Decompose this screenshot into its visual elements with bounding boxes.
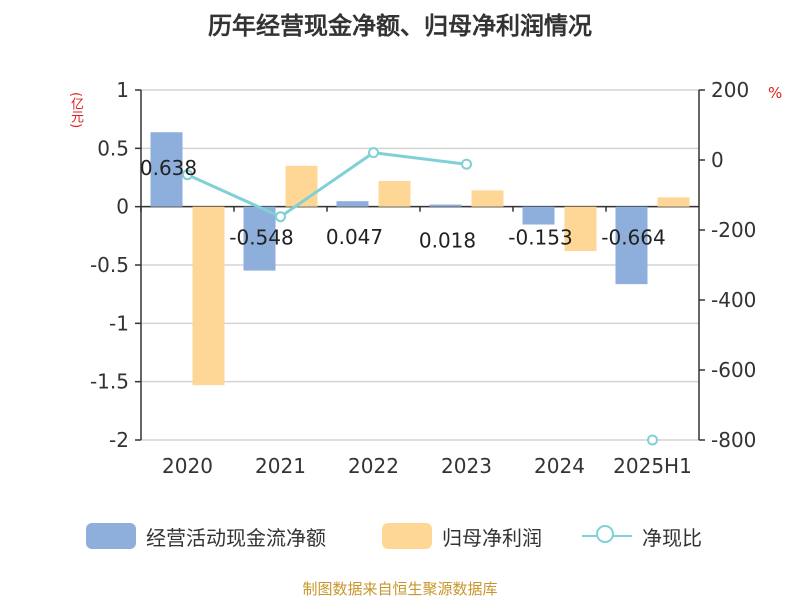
bar-profit — [192, 206, 225, 386]
legend-swatch-cash — [86, 523, 136, 549]
bar-profit — [378, 181, 411, 207]
x-tick-label: 2020 — [162, 454, 213, 478]
ratio-point — [461, 158, 472, 170]
bar-cash — [615, 206, 648, 285]
data-label-cash: -0.153 — [508, 226, 572, 250]
ratio-point — [182, 169, 193, 181]
ratio-point — [368, 147, 379, 159]
left-tick-label: -1 — [109, 311, 129, 335]
left-tick-label: 1 — [116, 78, 129, 102]
ratio-point — [647, 434, 658, 446]
legend-swatch-profit — [382, 523, 432, 549]
ratio-line-segment — [373, 151, 467, 166]
bar-profit — [564, 206, 597, 251]
x-tick-label: 2022 — [348, 454, 399, 478]
legend-label-profit: 归母净利润 — [442, 525, 542, 550]
left-tick-label: -0.5 — [90, 253, 129, 277]
x-tick-label: 2021 — [255, 454, 306, 478]
bar-profit — [657, 197, 690, 207]
x-tick-label: 2023 — [441, 454, 492, 478]
left-tick-label: -2 — [109, 428, 129, 452]
right-tick-label: -600 — [711, 358, 756, 382]
legend-label-cash: 经营活动现金流净额 — [146, 525, 326, 550]
data-label-cash: 0.018 — [419, 229, 476, 253]
bar-cash — [429, 204, 462, 207]
bar-cash — [336, 201, 369, 207]
right-tick-label: -800 — [711, 428, 756, 452]
chart-title: 历年经营现金净额、归母净利润情况 — [208, 12, 592, 40]
legend-swatch-ratio — [582, 523, 632, 549]
data-label-cash: -0.664 — [601, 226, 665, 250]
left-tick-label: 0.5 — [97, 136, 129, 160]
x-tick-label: 2024 — [534, 454, 585, 478]
legend-item-ratio[interactable]: 净现比 — [582, 518, 702, 554]
bar-profit — [285, 165, 318, 207]
right-tick-label: 0 — [711, 148, 724, 172]
legend-item-cash[interactable]: 经营活动现金流净额 — [86, 518, 326, 554]
data-label-cash: 0.638 — [140, 156, 197, 180]
ratio-point — [275, 211, 286, 223]
bar-cash — [522, 206, 555, 225]
bar-cash — [150, 132, 183, 207]
left-tick-label: -1.5 — [90, 370, 129, 394]
right-tick-label: 200 — [711, 78, 749, 102]
data-source-note: 制图数据来自恒生聚源数据库 — [302, 580, 498, 598]
bar-profit — [471, 190, 504, 207]
data-label-cash: -0.548 — [229, 226, 293, 250]
right-tick-label: -200 — [711, 218, 756, 242]
data-label-cash: 0.047 — [326, 225, 383, 249]
right-axis-unit: % — [768, 84, 783, 102]
legend: 经营活动现金流净额 归母净利润 净现比 — [0, 518, 800, 554]
left-tick-label: 0 — [116, 195, 129, 219]
bar-cash — [243, 206, 276, 271]
ratio-line-segment — [186, 173, 282, 219]
ratio-line-segment — [279, 151, 375, 218]
legend-item-profit[interactable]: 归母净利润 — [382, 518, 542, 554]
x-tick-label: 2025H1 — [613, 454, 692, 478]
right-tick-label: -400 — [711, 288, 756, 312]
left-axis-unit: (亿元) — [68, 92, 83, 129]
legend-label-ratio: 净现比 — [642, 525, 702, 550]
